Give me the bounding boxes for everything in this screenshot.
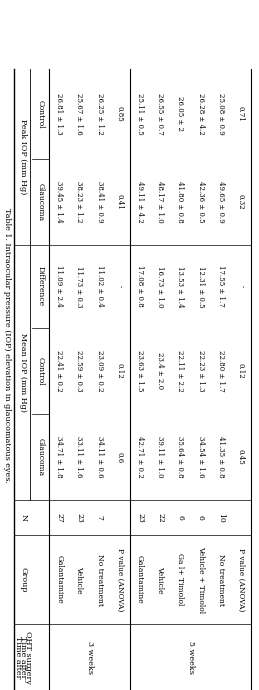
- Text: Peak IOP (mm Hg): Peak IOP (mm Hg): [19, 119, 27, 195]
- Text: 35.64 ± 0.8: 35.64 ± 0.8: [176, 436, 184, 478]
- Text: 22.11 ± 2.2: 22.11 ± 2.2: [176, 350, 184, 392]
- Text: 10: 10: [217, 513, 225, 522]
- Text: 26.55 ± 0.7: 26.55 ± 0.7: [156, 93, 164, 135]
- Text: Galantamine: Galantamine: [55, 555, 63, 604]
- Text: 41.35 ± 0.8: 41.35 ± 0.8: [217, 436, 225, 478]
- Text: 22.41 ± 0.2: 22.41 ± 0.2: [55, 350, 63, 392]
- Text: 22.80 ± 1.7: 22.80 ± 1.7: [217, 350, 225, 392]
- Text: 11.73 ± 0.3: 11.73 ± 0.3: [75, 266, 83, 307]
- Text: 39.11 ± 1.0: 39.11 ± 1.0: [156, 436, 164, 478]
- Text: 16.73 ± 1.0: 16.73 ± 1.0: [156, 266, 164, 307]
- Text: Mean IOP (mm Hg): Mean IOP (mm Hg): [19, 333, 27, 412]
- Text: P value (ANOVA): P value (ANOVA): [116, 548, 124, 611]
- Text: Galantamine: Galantamine: [136, 555, 144, 604]
- Text: Group: Group: [19, 567, 27, 592]
- Text: 23.63 ± 1.5: 23.63 ± 1.5: [136, 350, 144, 392]
- Text: 0.45: 0.45: [237, 449, 245, 465]
- Text: Vehicle: Vehicle: [75, 566, 83, 593]
- Text: Table 1. Intraocular pressure (IOP) elevation in glaucomatous eyes.: Table 1. Intraocular pressure (IOP) elev…: [3, 208, 11, 482]
- Text: -: -: [237, 285, 245, 288]
- Text: 25.08 ± 0.9: 25.08 ± 0.9: [217, 93, 225, 135]
- Text: N: N: [19, 514, 27, 521]
- Text: 34.54 ± 1.6: 34.54 ± 1.6: [197, 436, 205, 478]
- Text: 26.25 ± 1.2: 26.25 ± 1.2: [96, 93, 104, 135]
- Text: Ga l+ Timolol: Ga l+ Timolol: [176, 553, 184, 606]
- Text: 49.65 ± 0.9: 49.65 ± 0.9: [217, 181, 225, 223]
- Text: 33.11 ± 1.6: 33.11 ± 1.6: [75, 436, 83, 478]
- Text: Difference: Difference: [37, 266, 45, 306]
- Text: 0.12: 0.12: [237, 363, 245, 379]
- Text: 34.11 ± 0.6: 34.11 ± 0.6: [96, 436, 104, 478]
- Text: 5 weeks: 5 weeks: [186, 641, 195, 673]
- Text: 11.09 ± 2.4: 11.09 ± 2.4: [55, 266, 63, 307]
- Text: OHT surgery: OHT surgery: [25, 631, 32, 684]
- Text: 0.85: 0.85: [116, 106, 124, 121]
- Text: 48.17 ± 1.0: 48.17 ± 1.0: [156, 181, 164, 223]
- Text: 13.53 ± 1.4: 13.53 ± 1.4: [176, 266, 184, 307]
- Text: 22: 22: [156, 513, 164, 522]
- Text: 25.11 ± 0.5: 25.11 ± 0.5: [136, 93, 144, 135]
- Text: 26.05 ± 2: 26.05 ± 2: [176, 97, 184, 131]
- Text: 0.12: 0.12: [116, 363, 124, 379]
- Text: 0.41: 0.41: [116, 194, 124, 210]
- Text: 42.36 ± 0.5: 42.36 ± 0.5: [197, 181, 205, 223]
- Text: 26.81 ± 1.3: 26.81 ± 1.3: [55, 93, 63, 135]
- Text: Control: Control: [37, 99, 45, 128]
- Text: 23: 23: [75, 513, 83, 522]
- Text: 22.59 ± 0.3: 22.59 ± 0.3: [75, 350, 83, 392]
- Text: 22.23 ± 1.3: 22.23 ± 1.3: [197, 350, 205, 392]
- Text: 0.32: 0.32: [237, 194, 245, 210]
- Text: 17.08 ± 0.8: 17.08 ± 0.8: [136, 266, 144, 307]
- Text: 7: 7: [96, 515, 104, 520]
- Text: 41.80 ± 0.8: 41.80 ± 0.8: [176, 181, 184, 223]
- Text: 11.02 ± 0.4: 11.02 ± 0.4: [96, 266, 104, 307]
- Text: Time after: Time after: [14, 636, 22, 678]
- Text: 27: 27: [55, 513, 63, 522]
- Text: Vehicle: Vehicle: [156, 566, 164, 593]
- Text: Time after: Time after: [19, 636, 27, 678]
- Text: 49.11 ± 4.2: 49.11 ± 4.2: [136, 181, 144, 223]
- Text: 25.67 ± 1.6: 25.67 ± 1.6: [75, 93, 83, 135]
- Text: No treatment: No treatment: [217, 553, 225, 606]
- Text: No treatment: No treatment: [96, 553, 104, 606]
- Text: 42.71 ± 0.2: 42.71 ± 0.2: [136, 436, 144, 478]
- Text: Control: Control: [37, 357, 45, 385]
- Text: 6: 6: [197, 515, 205, 520]
- Text: 17.55 ± 1.7: 17.55 ± 1.7: [217, 266, 225, 307]
- Text: Glaucoma: Glaucoma: [37, 438, 45, 476]
- Text: 0.71: 0.71: [237, 106, 245, 121]
- Text: 6: 6: [176, 515, 184, 520]
- Text: P value (ANOVA): P value (ANOVA): [237, 548, 245, 611]
- Text: 23.4 ± 2.0: 23.4 ± 2.0: [156, 353, 164, 389]
- Text: 26.28 ± 4.2: 26.28 ± 4.2: [197, 93, 205, 135]
- Text: 3 weeks: 3 weeks: [85, 641, 93, 673]
- Text: 39.45 ± 1.4: 39.45 ± 1.4: [55, 181, 63, 223]
- Text: Vehicle + Timolol: Vehicle + Timolol: [197, 546, 205, 613]
- Text: 0.6: 0.6: [116, 451, 124, 463]
- Text: Glaucoma: Glaucoma: [37, 183, 45, 221]
- Text: 23: 23: [136, 513, 144, 522]
- Text: 23.09 ± 0.2: 23.09 ± 0.2: [96, 350, 104, 392]
- Text: 38.23 ± 1.2: 38.23 ± 1.2: [75, 181, 83, 223]
- Text: 38.41 ± 0.9: 38.41 ± 0.9: [96, 181, 104, 223]
- Text: 12.31 ± 0.5: 12.31 ± 0.5: [197, 266, 205, 307]
- Text: 34.71 ± 1.8: 34.71 ± 1.8: [55, 436, 63, 478]
- Text: -: -: [116, 285, 124, 288]
